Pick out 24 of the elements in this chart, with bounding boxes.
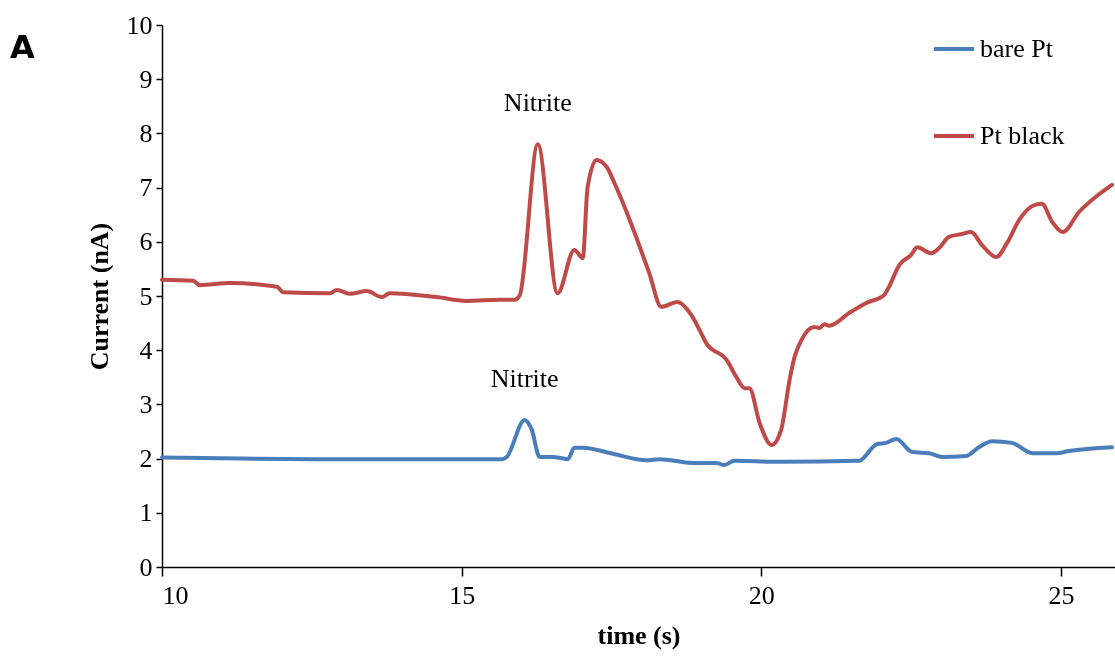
x-tick-label: 20 xyxy=(748,580,775,610)
x-tick-label: 10 xyxy=(162,580,189,610)
legend-label: bare Pt xyxy=(980,34,1054,63)
x-tick-label: 25 xyxy=(1048,580,1075,610)
line-series xyxy=(160,142,1114,448)
annotation: Nitrite xyxy=(503,88,572,118)
y-tick-label: 7 xyxy=(139,173,153,203)
line-series xyxy=(160,418,1114,468)
y-tick-label: 9 xyxy=(139,64,153,94)
y-tick-label: 1 xyxy=(139,498,153,528)
y-axis-title: Current (nA) xyxy=(84,222,114,371)
x-tick-label: 15 xyxy=(449,580,476,610)
annotation: Nitrite xyxy=(490,364,559,394)
y-tick-label: 6 xyxy=(139,227,153,257)
legend-label: Pt black xyxy=(980,121,1065,150)
y-tick-label: 10 xyxy=(126,10,153,40)
y-tick-label: 8 xyxy=(139,118,153,148)
text: A xyxy=(10,28,35,66)
y-tick-label: 3 xyxy=(139,389,153,419)
y-tick-label: 2 xyxy=(139,444,153,474)
y-tick-label: 0 xyxy=(139,552,153,582)
y-tick-label: 5 xyxy=(139,281,153,311)
x-axis-title: time (s) xyxy=(597,620,681,650)
y-tick-label: 4 xyxy=(139,335,153,365)
